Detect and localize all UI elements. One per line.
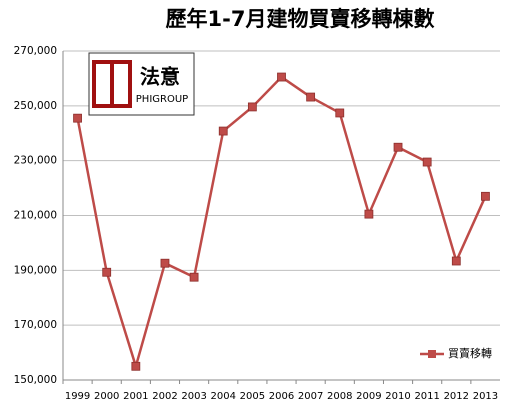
logo-name: 法意 bbox=[140, 65, 180, 89]
x-tick-label: 2011 bbox=[414, 391, 439, 402]
point bbox=[73, 113, 82, 123]
x-tick-label: 2008 bbox=[327, 391, 352, 402]
point bbox=[481, 191, 490, 201]
y-tick-label: 170,000 bbox=[14, 319, 57, 331]
y-tick-label: 150,000 bbox=[14, 374, 57, 386]
point bbox=[218, 126, 228, 136]
logo-sub: PHIGROUP bbox=[136, 94, 188, 105]
point bbox=[160, 258, 170, 268]
x-tick-label: 2006 bbox=[269, 391, 294, 402]
point bbox=[422, 157, 432, 167]
point bbox=[247, 102, 257, 112]
point bbox=[131, 361, 141, 371]
y-tick-label: 230,000 bbox=[14, 155, 57, 167]
x-tick-label: 2003 bbox=[181, 391, 206, 402]
point bbox=[364, 209, 374, 219]
x-tick-label: 2001 bbox=[123, 391, 148, 402]
point bbox=[393, 142, 403, 152]
x-tick-label: 2002 bbox=[152, 391, 177, 402]
legend-marker bbox=[428, 350, 436, 358]
point bbox=[306, 92, 316, 102]
y-tick-label: 210,000 bbox=[14, 210, 57, 222]
point bbox=[189, 272, 199, 282]
x-tick-label: 2004 bbox=[211, 391, 236, 402]
y-tick-label: 190,000 bbox=[14, 264, 57, 276]
x-tick-label: 1999 bbox=[65, 391, 90, 402]
x-tick-label: 2000 bbox=[94, 391, 119, 402]
line bbox=[76, 75, 487, 371]
x-tick-label: 2010 bbox=[385, 391, 410, 402]
legend-label: 買賣移轉 bbox=[448, 346, 492, 360]
point bbox=[335, 108, 345, 118]
y-tick-label: 250,000 bbox=[14, 100, 57, 112]
x-tick-label: 2005 bbox=[240, 391, 265, 402]
y-tick-label: 270,000 bbox=[14, 45, 57, 57]
chart-title: 歷年1-7月建物買賣移轉棟數 bbox=[166, 7, 435, 31]
point bbox=[277, 72, 286, 82]
x-tick-label: 2012 bbox=[444, 391, 469, 402]
x-tick-label: 2013 bbox=[473, 391, 498, 402]
x-tick-label: 2007 bbox=[298, 391, 323, 402]
point bbox=[102, 267, 112, 277]
logo: 法意 PHIGROUP bbox=[88, 52, 195, 116]
x-tick-label: 2009 bbox=[356, 391, 381, 402]
point bbox=[451, 256, 461, 266]
